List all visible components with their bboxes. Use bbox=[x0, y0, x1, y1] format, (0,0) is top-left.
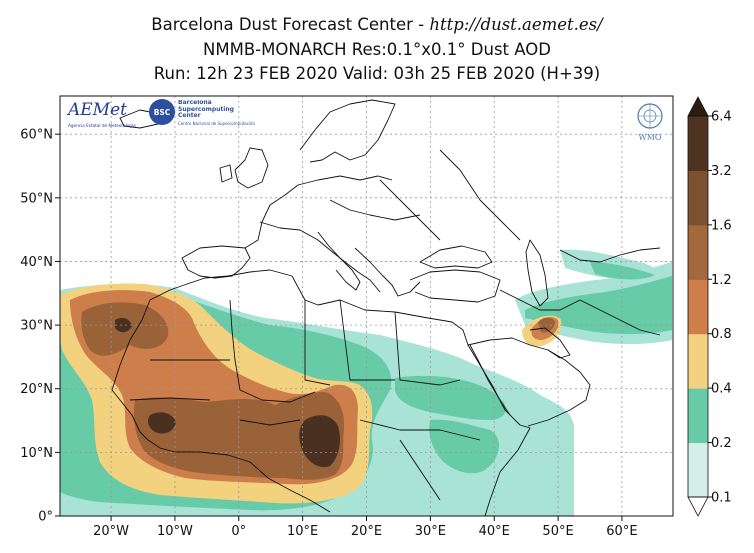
lat-tick-label: 20°N bbox=[20, 382, 53, 397]
colorbar-segment bbox=[688, 333, 708, 389]
colorbar-segment bbox=[688, 116, 708, 171]
colorbar-over-extension bbox=[687, 96, 709, 117]
colorbar-level-label: 0.2 bbox=[711, 436, 732, 451]
colorbar-segment bbox=[688, 170, 708, 226]
title-url: http://dust.aemet.es/ bbox=[429, 15, 603, 34]
lat-tick-label: 30°N bbox=[20, 319, 53, 334]
colorbar-level-label: 3.2 bbox=[711, 164, 732, 179]
lat-tick-label: 40°N bbox=[20, 255, 53, 270]
bsc-logo-subtitle: Centro Nacional de Supercomputación bbox=[178, 121, 256, 126]
wmo-logo-text: WMO bbox=[639, 133, 662, 142]
colorbar-level-label: 1.2 bbox=[711, 273, 732, 288]
map-plot-area bbox=[60, 96, 673, 516]
colorbar-level-label: 1.6 bbox=[711, 218, 732, 233]
lon-tick-label: 60°E bbox=[606, 524, 637, 539]
aemet-logo-subtitle: Agencia Estatal de Meteorología bbox=[68, 123, 136, 128]
map-title: Barcelona Dust Forecast Center - http://… bbox=[0, 14, 754, 36]
aemet-logo-text: AEMet bbox=[66, 100, 127, 120]
bsc-logo: BSC Barcelona Supercomputing Center Cent… bbox=[149, 99, 256, 126]
lon-tick-label: 0° bbox=[231, 524, 246, 539]
latitude-axis: 0° 10°N 20°N 30°N 40°N 50°N 60°N bbox=[20, 128, 60, 525]
title-center-name: Barcelona Dust Forecast Center - bbox=[151, 15, 430, 34]
colorbar-level-label: 0.8 bbox=[711, 327, 732, 342]
colorbar-level-label: 6.4 bbox=[711, 110, 732, 125]
lon-tick-label: 50°E bbox=[542, 524, 573, 539]
bsc-logo-name: Barcelona Supercomputing Center bbox=[178, 100, 234, 119]
aemet-logo: AEMet Agencia Estatal de Meteorología bbox=[66, 100, 136, 128]
coastlines-and-borders bbox=[111, 99, 661, 516]
colorbar-segment bbox=[688, 388, 708, 444]
lon-tick-label: 20°E bbox=[351, 524, 382, 539]
colorbar-level-label: 0.4 bbox=[711, 382, 732, 397]
bsc-logo-mark: BSC bbox=[154, 108, 171, 117]
colorbar-frame bbox=[687, 115, 709, 498]
colorbar-segment bbox=[688, 279, 708, 335]
bsc-logo-circle bbox=[149, 99, 175, 125]
lon-tick-label: 30°E bbox=[415, 524, 446, 539]
lon-tick-label: 20°W bbox=[93, 524, 129, 539]
dust-level-dark bbox=[115, 318, 340, 468]
lat-tick-label: 50°N bbox=[20, 191, 53, 206]
lat-tick-label: 10°N bbox=[20, 446, 53, 461]
colorbar-level-label: 0.1 bbox=[711, 491, 732, 506]
lon-tick-label: 10°E bbox=[287, 524, 318, 539]
colorbar-under-extension bbox=[687, 496, 709, 517]
aod-colorbar: 0.1 0.2 0.4 0.8 1.2 1.6 3.2 6.4 bbox=[687, 96, 732, 517]
lat-tick-label: 60°N bbox=[20, 128, 53, 143]
title-model-line: NMMB-MONARCH Res:0.1°x0.1° Dust AOD bbox=[203, 40, 551, 59]
colorbar-segment bbox=[688, 224, 708, 280]
title-run-line: Run: 12h 23 FEB 2020 Valid: 03h 25 FEB 2… bbox=[153, 64, 601, 83]
lon-tick-label: 10°W bbox=[157, 524, 193, 539]
lat-tick-label: 0° bbox=[38, 510, 53, 525]
colorbar-segment bbox=[688, 442, 708, 498]
longitude-axis: 20°W 10°W 0° 10°E 20°E 30°E 40°E 50°E 60°E bbox=[93, 516, 638, 539]
lon-tick-label: 40°E bbox=[479, 524, 510, 539]
wmo-logo: WMO bbox=[637, 103, 663, 142]
